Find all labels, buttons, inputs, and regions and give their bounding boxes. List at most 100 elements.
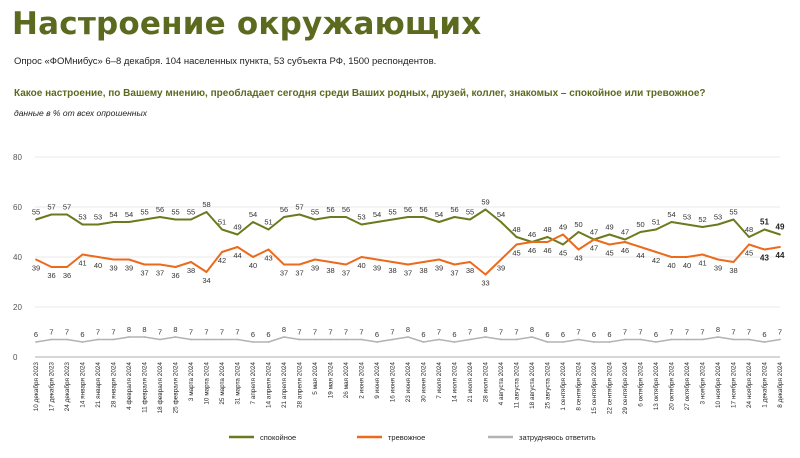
data-point xyxy=(143,263,146,266)
data-point xyxy=(252,256,254,258)
x-tick-label: 16 июня 2024 xyxy=(390,362,397,403)
data-label: 46 xyxy=(621,246,629,255)
data-point xyxy=(50,266,53,268)
data-point xyxy=(35,341,37,343)
data-label: 48 xyxy=(543,225,551,234)
data-label: 38 xyxy=(326,266,334,275)
data-label: 54 xyxy=(435,210,443,219)
data-point xyxy=(531,336,533,338)
data-point xyxy=(81,253,84,256)
data-point xyxy=(624,241,626,243)
data-label: 39 xyxy=(373,264,381,273)
x-tick-label: 29 сентября 2024 xyxy=(621,362,629,415)
data-point xyxy=(453,341,456,343)
data-label: 52 xyxy=(698,215,706,224)
data-point xyxy=(81,341,84,343)
data-label: 33 xyxy=(481,279,489,288)
data-label: 40 xyxy=(94,261,102,270)
data-label: 6 xyxy=(654,330,658,339)
data-point xyxy=(639,338,642,341)
data-label: 8 xyxy=(142,325,146,334)
data-label: 7 xyxy=(499,328,503,337)
x-axis: 10 декабря 2023 17 декабря 2023 24 декабря… xyxy=(32,362,784,415)
data-point xyxy=(469,261,471,263)
x-tick-label: 8 декабря 2024 xyxy=(776,362,784,408)
data-label: 6 xyxy=(545,330,549,339)
data-label: 8 xyxy=(282,325,286,334)
data-label: 44 xyxy=(776,251,785,260)
data-point xyxy=(267,248,270,251)
data-point xyxy=(407,216,409,218)
data-point xyxy=(438,221,440,223)
data-label: 7 xyxy=(390,328,394,337)
data-label: 6 xyxy=(34,330,38,339)
x-tick-label: 17 декабря 2023 xyxy=(48,362,56,412)
data-point xyxy=(577,338,580,341)
data-label: 55 xyxy=(140,208,148,217)
x-tick-label: 27 октября 2024 xyxy=(683,362,691,411)
data-label: 43 xyxy=(574,254,582,263)
data-point xyxy=(174,336,177,338)
data-label: 54 xyxy=(109,210,117,219)
data-label: 38 xyxy=(419,266,427,275)
data-point xyxy=(329,261,332,263)
x-tick-label: 14 января 2024 xyxy=(80,362,87,408)
data-point xyxy=(670,338,673,341)
page-title: Настроение окружающих xyxy=(12,6,482,42)
data-point xyxy=(35,258,37,261)
x-tick-label: 28 июля 2024 xyxy=(483,362,490,403)
data-label: 34 xyxy=(202,276,210,285)
data-point xyxy=(128,258,130,261)
data-label: 49 xyxy=(233,223,241,232)
data-point xyxy=(701,226,704,228)
x-tick-label: 5 мая 2024 xyxy=(312,362,319,395)
x-tick-label: 14 апреля 2024 xyxy=(266,362,273,408)
data-label: 54 xyxy=(125,210,133,219)
data-label: 8 xyxy=(127,325,131,334)
y-tick-label: 60 xyxy=(13,203,22,212)
x-tick-label: 25 марта 2024 xyxy=(219,362,226,405)
data-label: 7 xyxy=(328,328,332,337)
data-label: 6 xyxy=(607,330,611,339)
data-label: 56 xyxy=(280,205,288,214)
data-point xyxy=(159,216,161,218)
data-point xyxy=(422,261,425,263)
data-point xyxy=(453,263,456,266)
data-point xyxy=(779,233,781,236)
data-label: 40 xyxy=(249,261,257,270)
x-tick-label: 28 января 2024 xyxy=(111,362,118,408)
data-point xyxy=(763,341,766,343)
data-point xyxy=(314,338,316,341)
data-label: 54 xyxy=(497,210,505,219)
data-point xyxy=(500,221,502,223)
data-point xyxy=(174,266,177,268)
data-point xyxy=(159,263,161,266)
x-tick-label: 3 марта 2024 xyxy=(188,362,195,402)
data-label: 56 xyxy=(404,205,412,214)
x-tick-label: 1 сентября 2024 xyxy=(559,362,567,411)
data-point xyxy=(562,233,564,236)
data-label: 8 xyxy=(530,325,534,334)
data-label: 55 xyxy=(187,208,195,217)
data-label: 43 xyxy=(760,254,769,263)
data-point xyxy=(686,256,688,258)
data-point xyxy=(763,248,766,251)
data-label: 6 xyxy=(80,330,84,339)
data-point xyxy=(779,338,781,341)
data-label: 50 xyxy=(574,220,582,229)
data-point xyxy=(438,338,440,341)
x-tick-label: 13 октября 2024 xyxy=(652,362,660,411)
data-point xyxy=(670,221,673,223)
x-tick-label: 8 сентября 2024 xyxy=(575,362,583,411)
data-point xyxy=(50,213,53,216)
data-label: 36 xyxy=(171,271,179,280)
data-label: 37 xyxy=(404,269,412,278)
data-point xyxy=(252,221,254,223)
data-label: 6 xyxy=(762,330,766,339)
data-point xyxy=(407,336,409,338)
data-label: 7 xyxy=(514,328,518,337)
data-point xyxy=(112,221,115,223)
data-point xyxy=(515,338,518,341)
data-label: 37 xyxy=(342,269,350,278)
x-tick-label: 9 июня 2024 xyxy=(374,362,381,399)
